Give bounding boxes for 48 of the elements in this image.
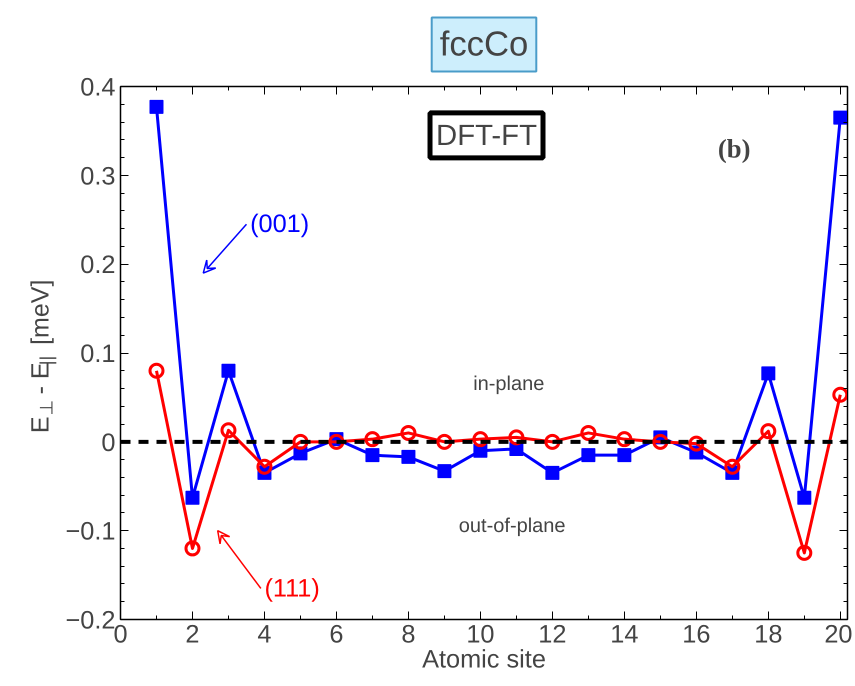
point <box>148 362 164 379</box>
chart-title: fccCo <box>440 26 528 64</box>
x-tick-label: 10 <box>466 620 494 648</box>
annotation: DFT-FT <box>436 118 538 152</box>
annotation: out-of-plane <box>458 515 566 538</box>
x-tick-label: 12 <box>538 620 566 648</box>
point <box>437 464 452 478</box>
point <box>256 458 272 475</box>
point <box>761 366 776 380</box>
text: (001) <box>250 210 310 238</box>
x-tick-label: 6 <box>329 620 344 648</box>
x-tick-label: 20 <box>824 620 853 648</box>
x-axis-title: Atomic site <box>422 646 546 674</box>
point <box>796 544 812 561</box>
point <box>221 364 236 378</box>
point <box>545 466 560 480</box>
text: (111) <box>264 574 320 602</box>
point <box>760 423 776 440</box>
x-tick-label: 14 <box>610 620 638 648</box>
y-axis-title: E⊥ - E|| [meV] <box>26 280 56 434</box>
y-tick-label: 0.3 <box>80 162 116 190</box>
annotation: (b) <box>718 134 751 164</box>
point <box>220 422 236 438</box>
x-tick-label: 4 <box>257 620 272 648</box>
point <box>580 424 596 441</box>
y-tick-label: 0.2 <box>80 251 116 280</box>
x-tick-label: 8 <box>401 620 416 648</box>
annotation: in-plane <box>473 373 544 396</box>
x-tick-label: 2 <box>185 620 200 648</box>
point <box>581 448 596 462</box>
y-tick-label: 0 <box>101 428 116 457</box>
y-tick-label: 0.4 <box>80 74 116 102</box>
point <box>365 448 380 462</box>
point <box>833 110 848 125</box>
x-tick-label: 18 <box>754 620 782 648</box>
point <box>797 490 812 505</box>
point <box>832 386 848 403</box>
y-tick-label: −0.2 <box>66 606 116 634</box>
point <box>184 540 200 556</box>
point <box>617 448 632 462</box>
point <box>400 424 416 441</box>
y-tick-label: −0.1 <box>66 518 116 546</box>
point <box>401 450 416 464</box>
point <box>724 458 740 475</box>
point <box>185 490 200 505</box>
y-tick-label: 0.1 <box>80 340 116 368</box>
point <box>149 100 164 114</box>
x-tick-label: 16 <box>682 620 710 648</box>
